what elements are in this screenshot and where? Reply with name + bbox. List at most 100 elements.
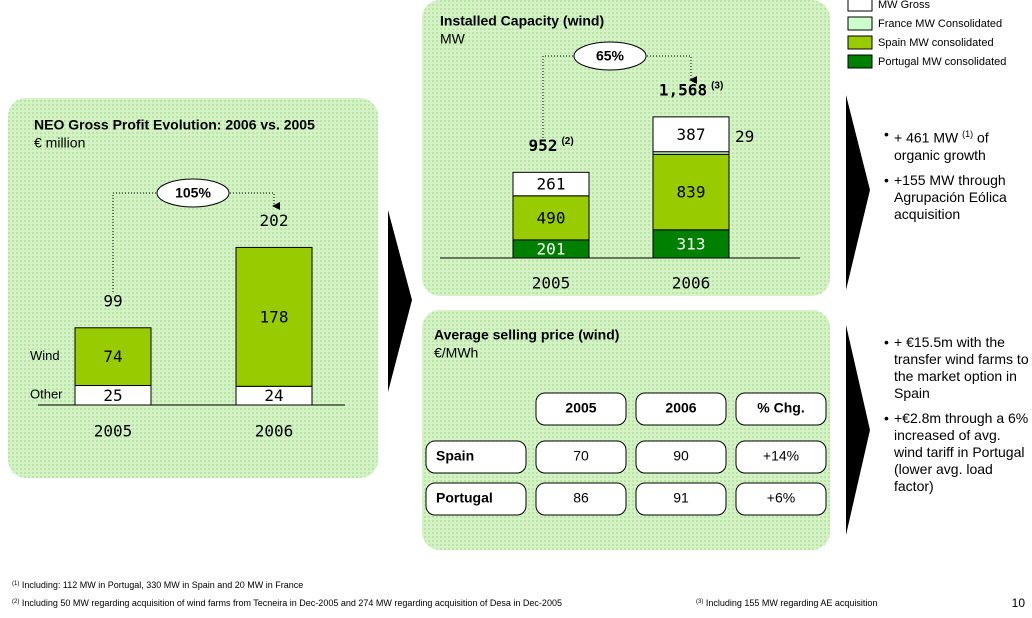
table-header: 2005 [565,400,596,416]
footnote: (2) Including 50 MW regarding acquisitio… [12,598,562,608]
bullet: • +155 MW through Agrupación Eólica acqui… [884,172,1030,223]
footnote-note: (3) [696,599,703,605]
annotation-bubble [573,41,647,71]
bullet-box: • + €15.5m with the transfer wind farms t… [884,334,1030,495]
footnote: (3) Including 155 MW regarding AE acquis… [696,598,877,608]
legend-label: France MW Consolidated [878,18,1002,30]
bullet-dot: • [884,334,889,350]
x-tick-label: 2006 [255,422,294,441]
x-tick-label: 2006 [672,274,711,293]
annotation-bubble [156,178,230,208]
bullet: • +€2.8m through a 6% increased of avg. w… [884,410,1030,495]
table-subtitle: €/MWh [434,345,478,361]
data-label: 201 [537,239,566,258]
arrow [846,325,870,535]
row-label: Spain [436,448,474,464]
data-label: 313 [677,234,706,253]
table-cell-text: +6% [767,490,795,506]
legend-swatch [847,16,873,31]
footnote-note: (1) [12,581,19,587]
legend-label: Portugal MW consolidated [878,56,1006,68]
table-cell-text: 86 [573,490,589,506]
panel [8,98,378,478]
chart-subtitle: € million [34,135,85,151]
legend-swatch [847,35,873,50]
data-label: 24 [264,386,283,405]
x-tick-label: 2005 [94,422,133,441]
bullet-text: + €15.5m with the transfer wind farms to… [894,334,1029,401]
legend-label: Spain MW consolidated [878,37,994,49]
annotation: 65% [596,48,625,64]
bullet: • + €15.5m with the transfer wind farms t… [884,334,1030,402]
bullet-text: +€2.8m through a 6% increased of avg. wi… [894,410,1029,494]
bullet: • + 461 MW (1) of organic growth [884,126,1030,164]
footnote-note: (2) [12,599,19,605]
footnote-text: Including 50 MW regarding acquisition of… [19,598,562,608]
table-cell [535,440,627,474]
data-label: 839 [677,183,706,202]
table-cell [425,482,527,516]
total-note: (3) [711,81,723,92]
table-cell-text: 90 [673,448,689,464]
total-label: 202 [260,211,289,230]
total-note: (2) [561,136,573,147]
table-header: % Chg. [757,400,804,416]
table-cell [735,392,827,426]
table-cell [535,482,627,516]
chart-subtitle: MW [440,31,466,47]
legend-swatch [847,54,873,69]
series-label: Wind [30,348,60,363]
legend-label: MW Gross [878,0,930,11]
data-label: 178 [260,307,289,326]
table-cell-text: 70 [573,448,589,464]
table-cell [735,440,827,474]
row-label: Portugal [436,490,493,506]
page-number: 10 [1012,596,1026,610]
legend-swatch [847,0,873,12]
table-cell [635,392,727,426]
bullet-text: + 461 MW [894,129,963,146]
footnote-text: Including 155 MW regarding AE acquisitio… [703,598,877,608]
table-title: Average selling price (wind) [434,327,619,343]
data-label: 261 [537,175,566,194]
series-label: Other [30,387,63,402]
bullet-box: • + 461 MW (1) of organic growth • +155 MW … [884,126,1030,223]
data-label: 25 [103,386,122,405]
bullet-dot: • [884,410,889,426]
bar-segment [652,116,730,153]
table-cell [635,482,727,516]
total-label: 99 [103,291,122,310]
data-label: 387 [677,125,706,144]
bar-segment [74,327,152,386]
total-label: 1,568 [659,80,707,99]
bullet-text: +155 MW through Agrupación Eólica acquis… [894,171,1007,222]
data-label: 29 [735,127,754,146]
bullet-dot: • [884,171,889,188]
total-label: 952 [529,136,558,155]
bullet-note: (1) [962,129,974,139]
bullet-list: • + €15.5m with the transfer wind farms t… [884,334,1030,495]
bullet-list: • + 461 MW (1) of organic growth • +155 MW … [884,126,1030,223]
bar-segment [652,229,730,259]
table-cell [535,392,627,426]
arrow [846,95,870,290]
x-tick-label: 2005 [532,274,571,293]
bullet-dot: • [884,126,889,142]
bar-segment [512,195,590,241]
chart-title: Installed Capacity (wind) [440,13,604,29]
footnote: (1) Including: 112 MW in Portugal, 330 M… [12,580,303,590]
data-label: 74 [103,347,122,366]
data-label: 490 [537,208,566,227]
chart-title: NEO Gross Profit Evolution: 2006 vs. 200… [34,117,315,133]
arrow [388,210,412,392]
bar-segment [512,171,590,197]
footnote-text: Including: 112 MW in Portugal, 330 MW in… [19,580,303,590]
table-cell [735,482,827,516]
table-cell [635,440,727,474]
annotation: 105% [175,185,211,201]
bullet-text: of organic growth [894,129,989,163]
table-cell-text: 91 [673,490,689,506]
table-cell-text: +14% [763,448,799,464]
table-header: 2006 [665,400,696,416]
